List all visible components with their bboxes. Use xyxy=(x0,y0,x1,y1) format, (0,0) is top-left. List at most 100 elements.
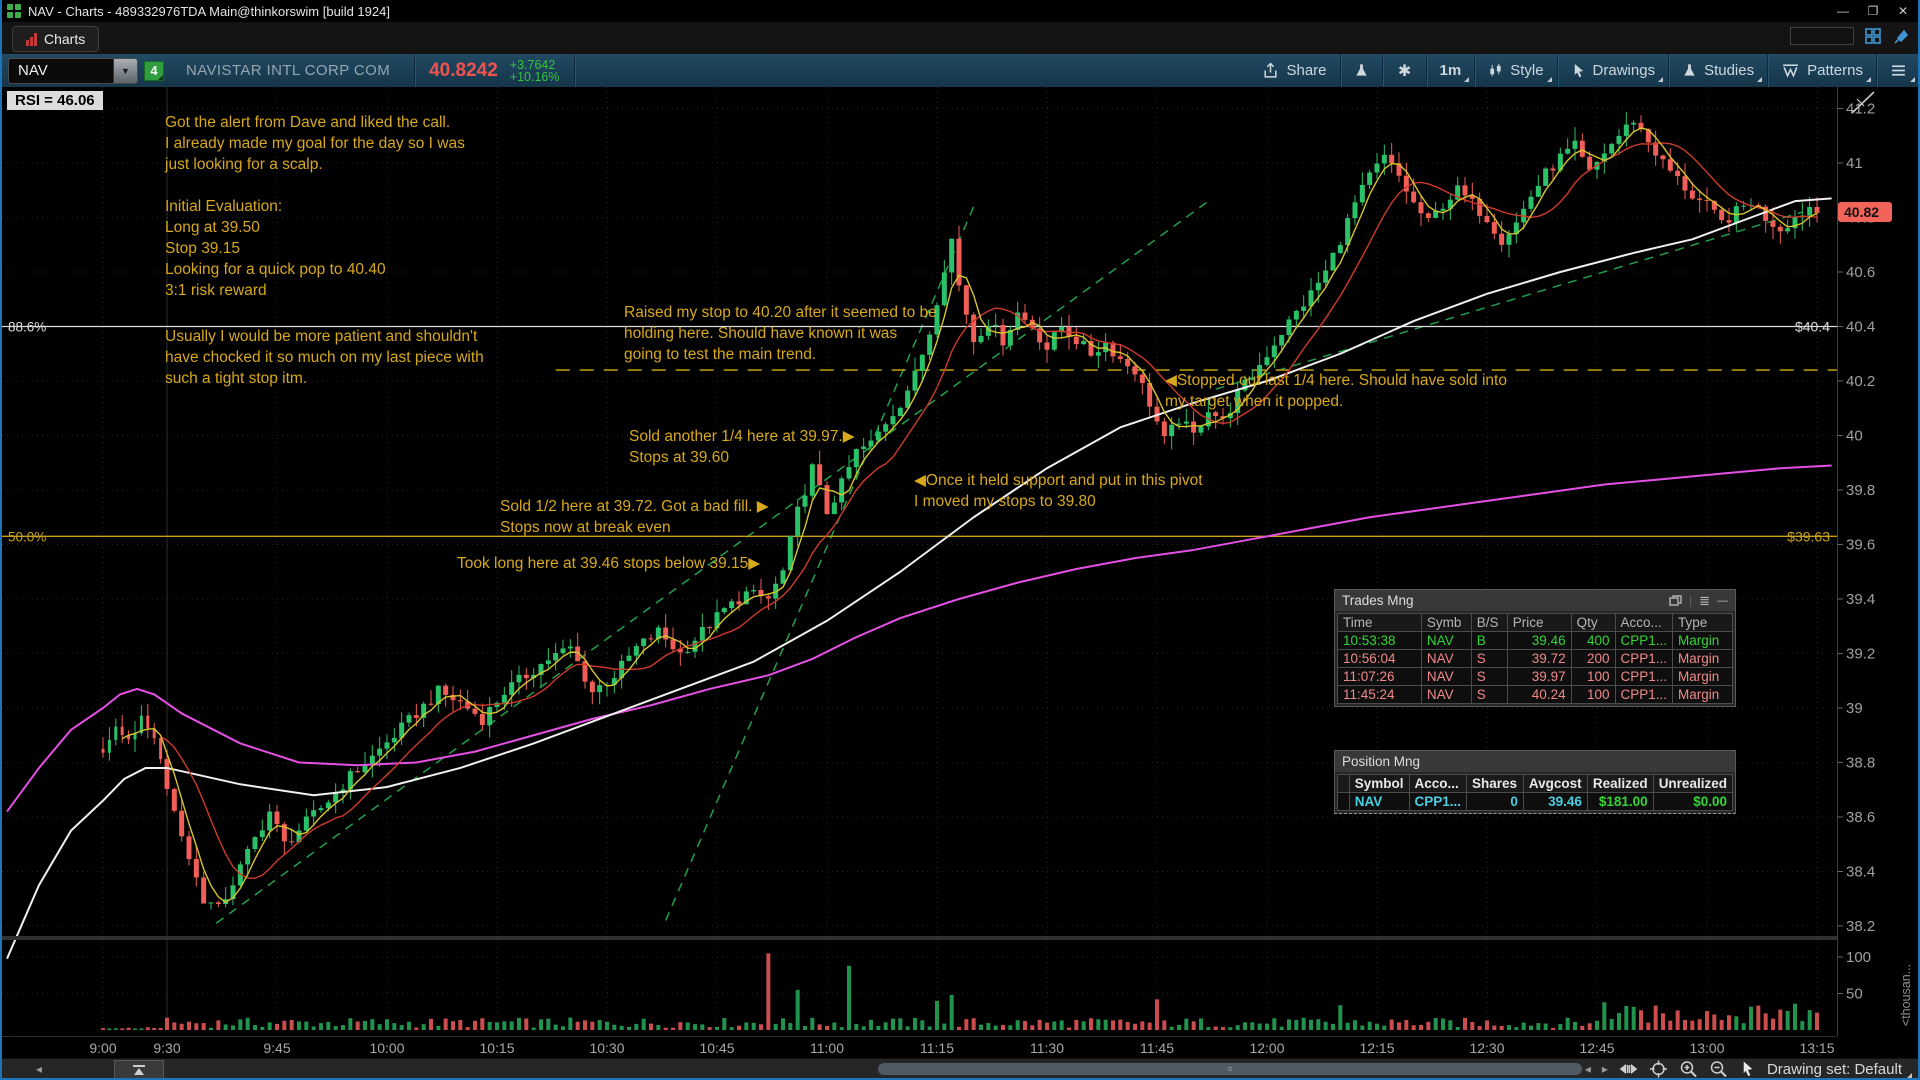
title-bar: NAV - Charts - 489332976TDA Main@thinkor… xyxy=(2,0,1918,22)
position-row[interactable]: NAV CPP1... 0 39.46 $181.00 $0.00 xyxy=(1337,792,1734,811)
window-title: NAV - Charts - 489332976TDA Main@thinkor… xyxy=(28,3,390,19)
toolbar-timeframe-button[interactable]: 1m xyxy=(1429,54,1473,87)
trade-row[interactable]: 11:45:24 NAV S 40.24 100 CPP1... Margin xyxy=(1337,685,1733,704)
scrollbar-thumb[interactable]: ≡ xyxy=(878,1063,1582,1075)
trades-column-header[interactable]: Type xyxy=(1672,613,1733,632)
toolbar-studies-button[interactable]: Studies xyxy=(1671,54,1765,87)
trades-column-header[interactable]: Time xyxy=(1337,613,1422,632)
trade-row[interactable]: 11:07:26 NAV S 39.97 100 CPP1... Margin xyxy=(1337,667,1733,686)
bottom-scroll-bar: ◂ ≡ ◂ ▸ Drawing set: Default xyxy=(2,1058,1918,1078)
symbol-combobox[interactable]: NAV ▼ xyxy=(8,57,138,84)
chart-note-3[interactable]: Raised my stop to 40.20 after it seemed … xyxy=(624,304,937,363)
tab-bar: Charts xyxy=(2,22,1918,54)
close-icon[interactable]: ✕ xyxy=(1897,4,1909,18)
minimize-icon[interactable]: — xyxy=(1837,4,1849,18)
time-axis-label: 12:30 xyxy=(1469,1040,1505,1056)
symbol-value: NAV xyxy=(18,62,48,79)
toolbar-style-label: Style xyxy=(1510,62,1544,79)
scroll-reset-button[interactable] xyxy=(114,1060,164,1078)
price-axis-label: 40.2 xyxy=(1846,373,1875,390)
chart-note-1[interactable]: Got the alert from Dave and liked the ca… xyxy=(165,114,465,299)
price-axis-label: 39.4 xyxy=(1846,591,1875,608)
window-restore-icon[interactable] xyxy=(1669,595,1682,606)
toolbar-share-button[interactable]: Share xyxy=(1251,54,1337,87)
share-icon xyxy=(1262,62,1279,79)
time-axis-label: 11:30 xyxy=(1029,1040,1064,1056)
chart-note-7[interactable]: ◀Once it held support and put in this pi… xyxy=(914,472,1203,510)
position-column-header[interactable] xyxy=(1337,774,1350,793)
cursor-icon[interactable] xyxy=(1739,1060,1756,1078)
scroll-left-icon[interactable]: ◂ xyxy=(36,1062,43,1076)
toolbar-share-label: Share xyxy=(1286,62,1327,79)
trade-row[interactable]: 10:56:04 NAV S 39.72 200 CPP1... Margin xyxy=(1337,649,1733,668)
toolbar-patterns-label: Patterns xyxy=(1807,62,1863,79)
chart-note-2[interactable]: Usually I would be more patient and shou… xyxy=(165,328,484,387)
chart-note-8[interactable]: ◀Stopped out last 1/4 here. Should have … xyxy=(1165,372,1507,410)
pan-right-icon[interactable]: ▸ xyxy=(1601,1062,1608,1076)
toolbar-lab-button[interactable] xyxy=(1343,54,1380,87)
toolbar-studies-label: Studies xyxy=(1704,62,1755,79)
chart-note-5[interactable]: Sold 1/2 here at 39.72. Got a bad fill. … xyxy=(500,498,769,536)
chart-area: 38.2 38.4 38.6 38.8 39 39.2 39.4 39.6 39.8 40 40.2… xyxy=(2,87,1920,1036)
tab-charts[interactable]: Charts xyxy=(12,26,100,52)
fib-price-label: $39.63 xyxy=(1787,528,1830,544)
price-axis-label: 39.8 xyxy=(1846,482,1875,499)
drawing-set-selector[interactable]: Drawing set: Default xyxy=(1767,1061,1913,1078)
time-axis-label: 12:15 xyxy=(1359,1040,1395,1056)
flask-icon xyxy=(1354,62,1369,79)
price-axis-label: 40.4 xyxy=(1846,319,1875,336)
toolbar-quick-menu-button[interactable] xyxy=(1879,54,1918,87)
price-change: +3.7642 xyxy=(509,57,556,72)
position-column-header[interactable]: Realized xyxy=(1586,774,1654,793)
thinkorswim-logo-icon xyxy=(7,4,21,18)
pan-left-icon[interactable]: ◂ xyxy=(1584,1062,1591,1076)
toolbar-drawings-button[interactable]: Drawings xyxy=(1560,54,1667,87)
crosshair-icon[interactable] xyxy=(1649,1060,1668,1078)
tab-charts-label: Charts xyxy=(44,31,86,47)
toolbar-settings-button[interactable]: ✱ xyxy=(1385,54,1424,87)
time-axis-label: 9:45 xyxy=(263,1040,291,1056)
maximize-icon[interactable]: ❐ xyxy=(1867,4,1879,18)
panel-minimize-icon[interactable]: — xyxy=(1717,594,1728,607)
price-change-percent: +10.16% xyxy=(509,69,560,84)
position-panel-title: Position Mng xyxy=(1342,754,1421,769)
zoom-in-icon[interactable] xyxy=(1679,1060,1698,1078)
trades-column-header[interactable]: Qty xyxy=(1570,613,1616,632)
price-axis-label: 39.6 xyxy=(1846,537,1875,554)
time-axis-label: 11:00 xyxy=(809,1040,844,1056)
chevron-down-icon[interactable]: ▼ xyxy=(113,58,137,83)
position-column-header[interactable]: Symbol xyxy=(1348,774,1410,793)
company-name: NAVISTAR INTL CORP COM xyxy=(186,62,391,79)
price-axis-label: 38.8 xyxy=(1846,755,1875,772)
last-price-badge: 40.82 xyxy=(1844,204,1879,220)
position-column-header[interactable]: Acco... xyxy=(1408,774,1468,793)
trades-column-header[interactable]: Acco... xyxy=(1614,613,1674,632)
price-axis-label: 39 xyxy=(1846,700,1863,717)
chart-note-6[interactable]: Took long here at 39.46 stops below 39.1… xyxy=(457,555,761,572)
toolbar-patterns-button[interactable]: Patterns xyxy=(1770,54,1874,87)
trades-column-header[interactable]: Price xyxy=(1506,613,1572,632)
panel-menu-icon[interactable]: ≣ xyxy=(1699,592,1710,608)
position-column-header[interactable]: Unrealized xyxy=(1652,774,1734,793)
bar-chart-icon xyxy=(26,32,37,46)
zoom-out-icon[interactable] xyxy=(1709,1060,1728,1078)
trades-column-header[interactable]: Symb xyxy=(1420,613,1472,632)
trade-row[interactable]: 10:53:38 NAV B 39.46 400 CPP1... Margin xyxy=(1337,631,1733,650)
expand-horizontal-icon[interactable] xyxy=(1619,1060,1638,1078)
trades-column-header[interactable]: B/S xyxy=(1470,613,1508,632)
toolbar-style-button[interactable]: Style xyxy=(1477,54,1554,87)
time-axis: 9:00 9:30 9:45 10:00 10:15 10:30 10:45 11:00 11:… xyxy=(2,1036,1837,1059)
time-axis-label: 10:45 xyxy=(699,1040,735,1056)
price-axis-label: 40 xyxy=(1846,428,1863,445)
position-column-header[interactable]: Avgcost xyxy=(1522,774,1588,793)
quick-search-box[interactable] xyxy=(1790,27,1854,45)
grid-icon[interactable] xyxy=(1864,27,1882,45)
price-chart[interactable]: 38.2 38.4 38.6 38.8 39 39.2 39.4 39.6 39.8 40 40.2… xyxy=(2,87,1920,1036)
pin-icon[interactable] xyxy=(1892,27,1910,45)
chart-note-4[interactable]: Sold another 1/4 here at 39.97.▶ Stops a… xyxy=(629,428,855,466)
time-axis-label: 13:15 xyxy=(1799,1040,1835,1056)
svg-text:✱: ✱ xyxy=(1397,63,1410,79)
position-column-header[interactable]: Shares xyxy=(1466,774,1524,793)
link-group-badge[interactable]: 4 xyxy=(144,60,164,81)
volume-axis-label: 100 xyxy=(1846,949,1871,966)
